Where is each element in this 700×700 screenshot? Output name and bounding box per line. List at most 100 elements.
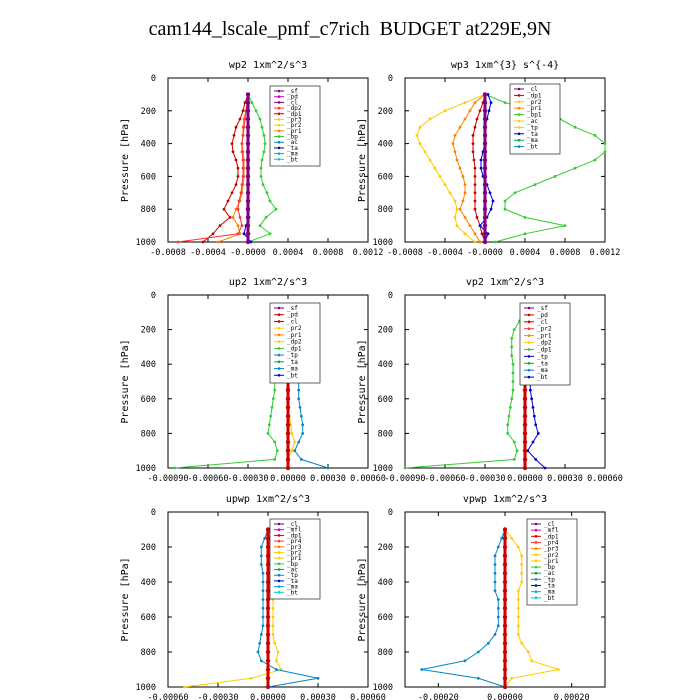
legend-marker bbox=[277, 562, 281, 566]
data-point bbox=[231, 216, 235, 219]
legend-marker bbox=[527, 348, 531, 351]
data-point bbox=[482, 182, 488, 187]
y-tick-label: 0 bbox=[388, 74, 393, 84]
legend-marker bbox=[534, 559, 538, 563]
panel-title: vp2 1xm^2/s^3 bbox=[466, 277, 544, 288]
data-point bbox=[503, 207, 507, 211]
data-point bbox=[265, 641, 271, 646]
legend-label: _pd bbox=[287, 312, 298, 319]
data-point bbox=[276, 650, 280, 654]
legend-marker bbox=[534, 535, 538, 538]
data-point bbox=[260, 158, 264, 162]
data-point bbox=[523, 216, 527, 219]
legend-label: _ac bbox=[544, 570, 555, 577]
data-point bbox=[245, 141, 251, 146]
legend-marker bbox=[527, 361, 531, 365]
data-point bbox=[463, 101, 467, 104]
y-tick-label: 0 bbox=[388, 508, 393, 518]
data-point bbox=[299, 458, 303, 461]
legend-label: _pr1 bbox=[544, 558, 559, 565]
data-point bbox=[493, 589, 497, 593]
legend-marker bbox=[534, 584, 538, 587]
data-point bbox=[471, 150, 475, 154]
legend-label: _dp1 bbox=[544, 533, 559, 540]
data-point bbox=[531, 440, 535, 444]
data-point bbox=[461, 199, 465, 203]
data-point bbox=[285, 396, 291, 401]
legend-label: _ma bbox=[537, 367, 548, 374]
chart-panel-5: upwp 1xm^2/s^3 Pressure [hPa] 0 200 400 600 80… bbox=[120, 494, 386, 700]
data-point bbox=[478, 224, 482, 228]
data-point bbox=[496, 624, 500, 628]
legend-marker bbox=[277, 534, 281, 537]
data-point bbox=[491, 199, 495, 203]
x-tick-label: 0.00060 bbox=[350, 693, 386, 700]
x-tick-label: 0.00060 bbox=[587, 474, 623, 484]
legend-marker bbox=[277, 551, 281, 554]
legend-marker bbox=[277, 528, 281, 531]
data-point bbox=[299, 414, 303, 418]
data-point bbox=[482, 166, 488, 171]
legend-label: _ma bbox=[527, 137, 538, 144]
data-point bbox=[218, 224, 222, 228]
legend-marker bbox=[277, 373, 281, 377]
data-point bbox=[298, 406, 302, 409]
data-point bbox=[507, 414, 511, 418]
data-point bbox=[261, 624, 265, 628]
data-point bbox=[297, 440, 301, 444]
data-point bbox=[455, 207, 459, 211]
legend-label: _pr1 bbox=[287, 555, 302, 562]
y-tick-label: 1000 bbox=[373, 238, 393, 248]
data-point bbox=[502, 527, 508, 532]
data-point bbox=[516, 633, 520, 636]
legend-marker bbox=[277, 360, 281, 364]
legend-label: _ac bbox=[287, 139, 298, 146]
legend-marker bbox=[517, 106, 521, 110]
data-point bbox=[265, 623, 271, 628]
data-point bbox=[472, 158, 476, 162]
data-point bbox=[502, 632, 508, 637]
data-point bbox=[236, 207, 240, 211]
data-point bbox=[249, 240, 253, 244]
data-point bbox=[245, 190, 251, 195]
data-point bbox=[418, 142, 422, 146]
legend-label: _ta bbox=[287, 578, 298, 585]
data-point bbox=[482, 174, 488, 179]
legend-box bbox=[269, 302, 321, 384]
legend-marker bbox=[527, 355, 531, 358]
data-point bbox=[236, 175, 240, 178]
data-point bbox=[265, 562, 271, 567]
data-point bbox=[522, 448, 528, 453]
data-point bbox=[461, 175, 465, 178]
panel-title: wp3 1xm^{3} s^{-4} bbox=[451, 60, 559, 71]
y-tick-label: 800 bbox=[141, 429, 156, 439]
legend-label: _cl bbox=[544, 521, 555, 528]
data-point bbox=[226, 199, 230, 203]
data-point bbox=[473, 101, 477, 104]
data-point bbox=[534, 458, 538, 461]
data-point bbox=[473, 199, 477, 203]
data-point bbox=[326, 466, 330, 470]
data-point bbox=[415, 134, 419, 137]
legend-marker bbox=[277, 158, 281, 161]
x-tick-label: 0.0008 bbox=[550, 248, 581, 258]
data-point bbox=[510, 676, 514, 680]
y-tick-label: 0 bbox=[388, 291, 393, 301]
legend-label: _sf bbox=[537, 305, 548, 312]
data-point bbox=[520, 580, 524, 584]
data-point bbox=[563, 224, 567, 228]
legend-label: _tp bbox=[544, 576, 555, 583]
y-axis-label: Pressure [hPa] bbox=[120, 557, 131, 641]
data-point bbox=[463, 216, 467, 219]
data-point bbox=[502, 649, 508, 655]
data-point bbox=[516, 589, 520, 593]
y-tick-label: 200 bbox=[141, 326, 156, 336]
legend-label: _ta bbox=[287, 359, 298, 366]
data-point bbox=[259, 175, 263, 178]
legend-box bbox=[519, 302, 571, 386]
data-point bbox=[486, 93, 490, 96]
data-point bbox=[245, 157, 251, 163]
legend-marker bbox=[277, 313, 281, 317]
legend-marker bbox=[277, 367, 281, 370]
